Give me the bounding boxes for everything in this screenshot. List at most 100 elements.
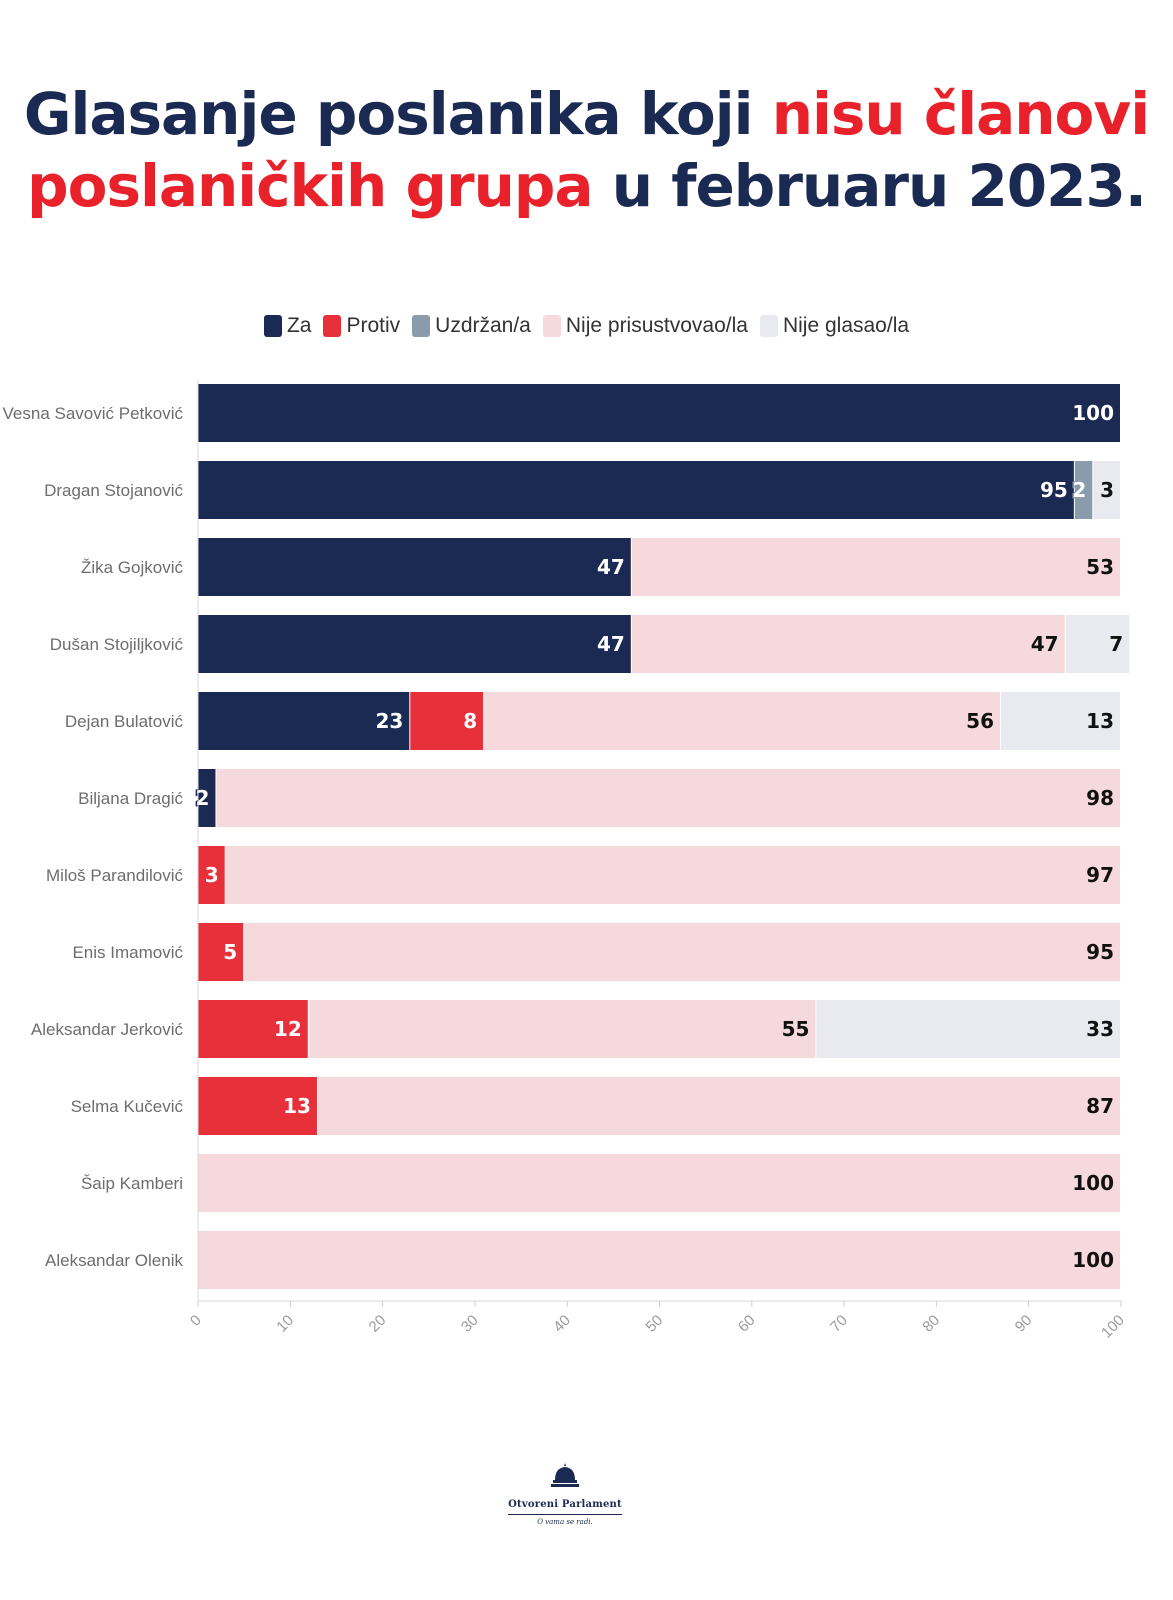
legend-swatch bbox=[263, 315, 282, 337]
bar-segment bbox=[198, 846, 225, 904]
category-label: Selma Kučević bbox=[71, 1097, 184, 1116]
bar-segment bbox=[198, 1154, 1120, 1212]
logo-name: Otvoreni Parlament bbox=[508, 1499, 622, 1515]
bar-segment bbox=[198, 1077, 317, 1135]
x-tick-label: 60 bbox=[735, 1312, 759, 1336]
x-tick-label: 0 bbox=[187, 1312, 205, 1330]
legend-item-1: Protiv bbox=[323, 314, 400, 338]
category-label: Enis Imamović bbox=[72, 943, 183, 962]
bar-segment bbox=[198, 1231, 1120, 1289]
legend-item-3: Nije prisustvovao/la bbox=[542, 314, 748, 338]
title-highlight1: nisu članovi bbox=[771, 80, 1150, 148]
category-label: Aleksandar Jerković bbox=[31, 1020, 184, 1039]
value-label: 98 bbox=[1086, 786, 1114, 810]
category-label: Miloš Parandilović bbox=[46, 866, 183, 885]
value-label: 53 bbox=[1086, 555, 1114, 579]
value-label: 12 bbox=[274, 1017, 302, 1041]
category-label: Dragan Stojanović bbox=[44, 481, 183, 500]
value-label: 100 bbox=[1072, 401, 1114, 425]
bar-segment bbox=[1074, 461, 1093, 519]
bar-segment bbox=[308, 1000, 816, 1058]
legend-swatch bbox=[542, 315, 561, 337]
value-label: 13 bbox=[1086, 709, 1114, 733]
legend-label: Uzdržan/a bbox=[435, 314, 531, 337]
category-label: Biljana Dragić bbox=[78, 789, 183, 808]
logo-tagline: O vama se radi. bbox=[537, 1518, 593, 1526]
value-label: 56 bbox=[966, 709, 994, 733]
parliament-dome-icon bbox=[551, 1463, 579, 1487]
bar-segment bbox=[198, 1000, 308, 1058]
bar-segment bbox=[631, 615, 1065, 673]
chart-title: Glasanje poslanika koji nisu članovi pos… bbox=[0, 78, 1173, 222]
value-label: 7 bbox=[1109, 632, 1123, 656]
bar-segment bbox=[198, 615, 631, 673]
category-label: Vesna Savović Petković bbox=[3, 404, 184, 423]
value-label: 33 bbox=[1086, 1017, 1114, 1041]
value-label: 100 bbox=[1072, 1248, 1114, 1272]
bar-segment bbox=[484, 692, 1001, 750]
bar-segment bbox=[216, 769, 1120, 827]
value-label: 87 bbox=[1086, 1094, 1114, 1118]
value-label: 95 bbox=[1040, 478, 1068, 502]
title-highlight2: poslaničkih grupa bbox=[27, 152, 593, 220]
legend-swatch bbox=[759, 315, 778, 337]
title-part1: Glasanje poslanika koji bbox=[23, 80, 772, 148]
x-tick-label: 30 bbox=[458, 1312, 482, 1336]
value-label: 23 bbox=[375, 709, 403, 733]
bar-segment bbox=[317, 1077, 1120, 1135]
value-label: 47 bbox=[597, 632, 625, 656]
bar-segment bbox=[198, 692, 410, 750]
value-label: 5 bbox=[223, 940, 237, 964]
x-tick-label: 20 bbox=[366, 1312, 390, 1336]
legend-item-2: Uzdržan/a bbox=[412, 314, 531, 338]
value-label: 3 bbox=[205, 863, 219, 887]
bar-segment bbox=[244, 923, 1120, 981]
legend-label: Protiv bbox=[346, 314, 401, 337]
bar-segment bbox=[198, 538, 631, 596]
x-tick-label: 70 bbox=[827, 1312, 851, 1336]
bar-segment bbox=[198, 384, 1120, 442]
value-label: 95 bbox=[1086, 940, 1114, 964]
value-label: 13 bbox=[283, 1094, 311, 1118]
legend-item-4: Nije glasao/la bbox=[759, 314, 910, 338]
bar-segment bbox=[816, 1000, 1120, 1058]
category-label: Dejan Bulatović bbox=[65, 712, 184, 731]
bar-segment bbox=[1065, 615, 1130, 673]
bar-segment bbox=[1093, 461, 1120, 519]
logo: Otvoreni Parlament O vama se radi. bbox=[500, 1462, 630, 1526]
category-label: Šaip Kamberi bbox=[81, 1174, 183, 1193]
legend-label: Nije prisustvovao/la bbox=[565, 314, 748, 337]
value-label: 2 bbox=[1072, 478, 1086, 502]
value-label: 97 bbox=[1086, 863, 1114, 887]
chart-legend: Za Protiv Uzdržan/a Nije prisustvovao/la Nij… bbox=[0, 314, 1173, 338]
value-label: 8 bbox=[463, 709, 477, 733]
x-tick-label: 80 bbox=[919, 1312, 943, 1336]
category-label: Žika Gojković bbox=[81, 558, 184, 577]
legend-label: Nije glasao/la bbox=[782, 314, 910, 337]
x-tick-label: 90 bbox=[1012, 1312, 1036, 1336]
x-tick-label: 50 bbox=[643, 1312, 667, 1336]
title-part2: u februaru 2023. bbox=[592, 152, 1147, 220]
bar-segment bbox=[1001, 692, 1120, 750]
x-tick-label: 100 bbox=[1098, 1312, 1128, 1342]
x-tick-label: 40 bbox=[550, 1312, 574, 1336]
legend-item-0: Za bbox=[263, 314, 312, 338]
bar-segment bbox=[225, 846, 1120, 904]
bar-segment bbox=[631, 538, 1120, 596]
bar-segment bbox=[410, 692, 484, 750]
value-label: 3 bbox=[1100, 478, 1114, 502]
bar-segment bbox=[198, 769, 216, 827]
legend-swatch bbox=[412, 315, 431, 337]
category-label: Dušan Stojiljković bbox=[50, 635, 184, 654]
legend-label: Za bbox=[286, 314, 312, 337]
value-label: 100 bbox=[1072, 1171, 1114, 1195]
legend-swatch bbox=[323, 315, 342, 337]
bar-segment bbox=[198, 461, 1074, 519]
value-label: 47 bbox=[1031, 632, 1059, 656]
value-label: 55 bbox=[782, 1017, 810, 1041]
category-label: Aleksandar Olenik bbox=[45, 1251, 183, 1270]
value-label: 47 bbox=[597, 555, 625, 579]
x-tick-label: 10 bbox=[273, 1312, 297, 1336]
bar-segment bbox=[198, 923, 244, 981]
